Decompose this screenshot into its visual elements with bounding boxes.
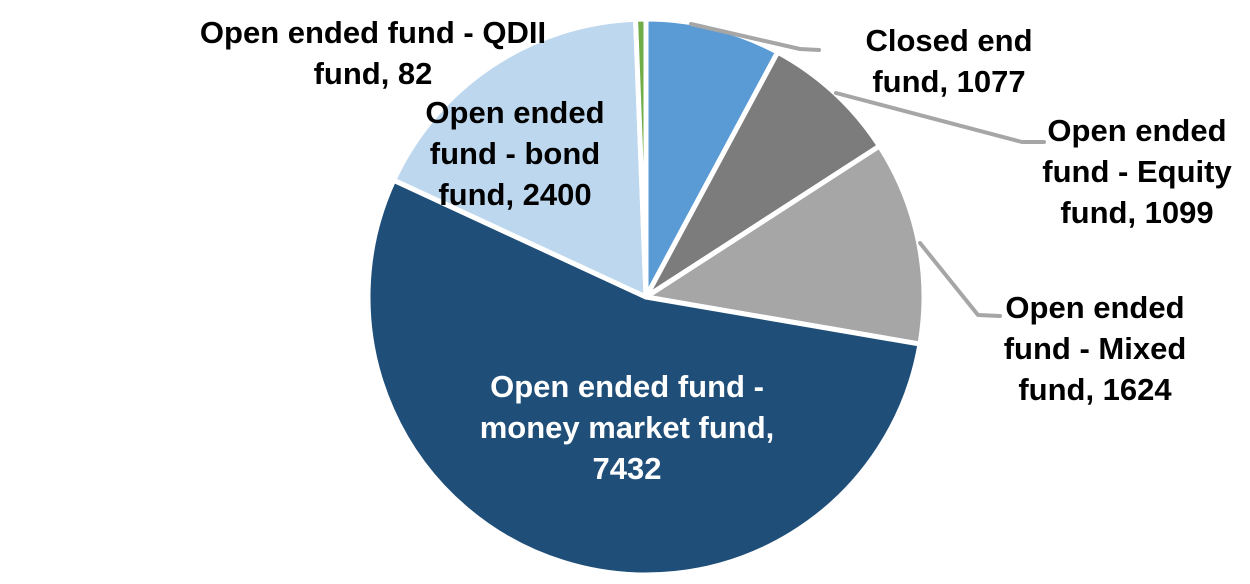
- pie-wedges-group: [365, 16, 927, 578]
- leader-lines-group: [689, 22, 1046, 318]
- data-label-money-market-fund: Open ended fund - money market fund, 7432: [479, 369, 775, 486]
- pie-slice-open-ended-qdii-fund[interactable]: [633, 16, 649, 300]
- pie-slice-open-ended-mixed-fund[interactable]: [643, 143, 927, 347]
- pie-slice-open-ended-bond-fund[interactable]: [391, 16, 649, 300]
- data-label-bond-fund: Open ended fund - bond fund, 2400: [425, 95, 605, 212]
- data-label-qdii-fund: Open ended fund - QDII fund, 82: [199, 15, 547, 91]
- data-label-closed-end-fund: Closed end fund, 1077: [865, 23, 1033, 99]
- data-label-mixed-fund: Open ended fund - Mixed fund, 1624: [1003, 290, 1187, 407]
- leader-line-closed-end-fund: [689, 22, 821, 52]
- leader-line-mixed-fund: [918, 241, 1002, 318]
- data-label-equity-fund: Open ended fund - Equity fund, 1099: [1042, 113, 1232, 230]
- leader-line-equity-fund: [834, 91, 1046, 144]
- pie-slice-open-ended-money-market-fund[interactable]: [365, 177, 923, 578]
